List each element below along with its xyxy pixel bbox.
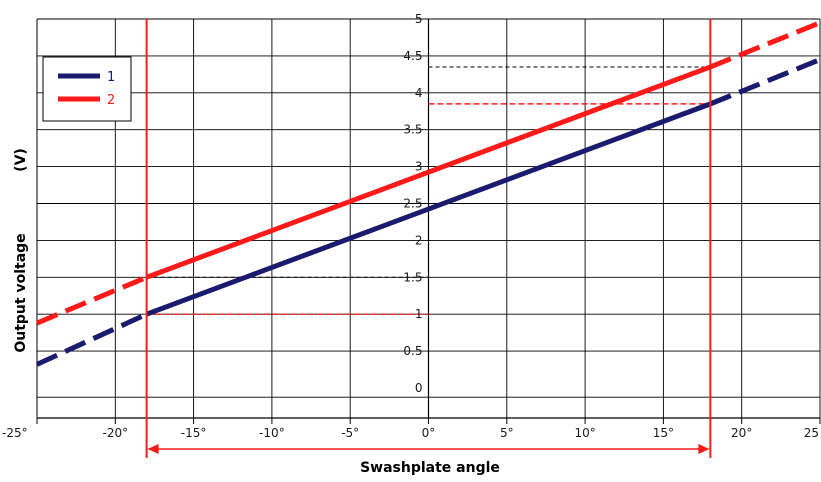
series-2-extension-left <box>36 274 148 326</box>
operating-range <box>145 19 712 458</box>
legend-label-series-2: 2 <box>107 93 115 108</box>
y-tick-label-3: 1.5 <box>403 270 422 284</box>
range-arrowhead-right <box>698 444 710 454</box>
x-tick-label-8: 15° <box>653 426 674 440</box>
x-tick-label-0: -25° <box>2 426 28 440</box>
x-tick-label-6: 5° <box>500 426 514 440</box>
series-2-extension-right <box>709 20 821 70</box>
legend-box <box>42 56 132 122</box>
y-tick-label-9: 4.5 <box>403 49 422 63</box>
x-tick-label-4: -5° <box>341 426 359 440</box>
grid <box>36 18 821 424</box>
y-tick-label-1: 0.5 <box>403 344 422 358</box>
x-tick-label-9: 20° <box>731 426 752 440</box>
y-tick-label-10: 5 <box>415 12 423 26</box>
tick-labels: -25° -20° -15° -10° -5° 0° 5° 10° 15° 20° 2500.511… <box>2 12 819 440</box>
legend-label-series-1: 1 <box>107 70 115 85</box>
legend: 1 2 <box>42 56 132 122</box>
series-1-extension-right <box>709 57 821 107</box>
y-axis-title: Output voltage <box>13 233 29 352</box>
x-tick-label-2: -15° <box>181 426 207 440</box>
x-axis-title: Swashplate angle <box>360 460 500 476</box>
y-tick-label-0: 0 <box>415 381 423 395</box>
x-tick-label-7: 10° <box>574 426 595 440</box>
y-tick-label-2: 1 <box>415 307 423 321</box>
y-tick-label-5: 2.5 <box>403 197 422 211</box>
x-tick-label-1: -20° <box>102 426 128 440</box>
x-tick-label-5: 0° <box>422 426 436 440</box>
y-tick-label-8: 4 <box>415 86 423 100</box>
y-tick-label-7: 3.5 <box>403 123 422 137</box>
y-tick-label-4: 2 <box>415 233 423 247</box>
series-1-extension-left <box>35 311 148 367</box>
series-lines <box>35 20 821 367</box>
y-axis-title-group: Output voltage (V) <box>13 148 29 352</box>
y-tick-label-6: 3 <box>415 160 423 174</box>
series-2-line <box>145 64 712 280</box>
x-tick-label-10: 25 <box>804 426 819 440</box>
x-tick-label-3: -10° <box>259 426 285 440</box>
range-arrowhead-left <box>147 444 159 454</box>
y-axis-unit: (V) <box>13 148 29 172</box>
series-1-line <box>145 101 712 317</box>
reference-lines <box>146 66 711 315</box>
